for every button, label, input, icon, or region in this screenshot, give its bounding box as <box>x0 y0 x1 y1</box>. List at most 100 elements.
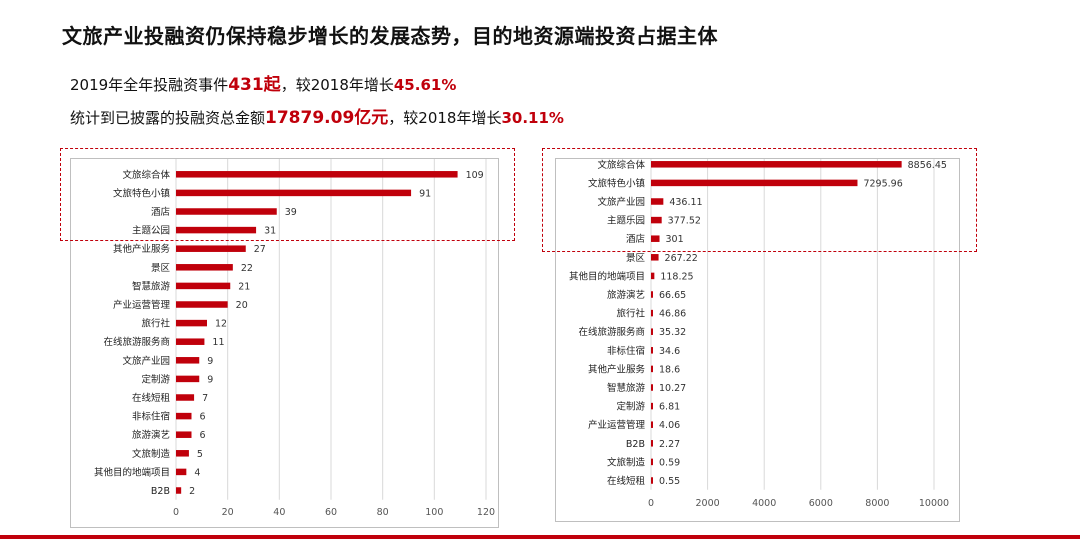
category-label: 文旅产业园 <box>122 355 170 367</box>
category-label: 文旅特色小镇 <box>113 187 171 199</box>
stat-events-prefix: 2019年全年投融资事件 <box>70 76 229 94</box>
data-label: 6 <box>200 430 206 441</box>
x-tick-label: 0 <box>648 498 654 509</box>
category-label: 智慧旅游 <box>607 382 646 394</box>
category-label: 旅游演艺 <box>607 289 645 301</box>
data-label: 2 <box>189 486 195 497</box>
data-label: 9 <box>207 374 213 385</box>
bottom-accent-bar <box>0 535 1080 539</box>
bar <box>651 309 653 317</box>
stat-events-mid: ，较2018年增长 <box>280 76 394 94</box>
x-tick-label: 4000 <box>752 498 776 509</box>
bar <box>651 235 660 242</box>
data-label: 11 <box>212 337 224 348</box>
x-tick-label: 2000 <box>696 498 720 509</box>
category-label: 在线旅游服务商 <box>578 326 645 338</box>
data-label: 8856.45 <box>908 160 947 171</box>
category-label: 定制游 <box>616 401 645 413</box>
data-label: 436.11 <box>669 197 702 208</box>
data-label: 7 <box>202 393 208 404</box>
category-label: 酒店 <box>626 233 645 245</box>
category-label: 文旅制造 <box>132 448 171 460</box>
category-label: 文旅特色小镇 <box>588 177 646 189</box>
x-tick-label: 40 <box>273 507 285 518</box>
bar <box>176 189 412 197</box>
data-label: 4.06 <box>659 420 680 431</box>
bar <box>176 412 192 420</box>
bar <box>651 440 653 447</box>
data-label: 0.59 <box>659 457 680 468</box>
bar <box>651 272 655 280</box>
x-tick-label: 8000 <box>865 498 889 509</box>
x-tick-label: 10000 <box>919 498 949 509</box>
category-label: 文旅综合体 <box>122 169 170 181</box>
data-label: 301 <box>666 234 684 245</box>
category-label: 智慧旅游 <box>132 280 171 292</box>
bar <box>651 254 659 261</box>
category-label: 旅行社 <box>141 318 170 330</box>
category-label: 在线旅游服务商 <box>103 336 170 348</box>
category-label: 旅行社 <box>616 308 645 320</box>
category-label: 其他目的地端项目 <box>94 466 170 478</box>
bar <box>176 450 189 457</box>
data-label: 377.52 <box>668 216 701 227</box>
stat-amount-prefix: 统计到已披露的投融资总金额 <box>70 109 266 127</box>
chart-panel-event-count: 0 20 40 60 80 100 120 文旅综合体 109 文旅特色小镇 91 酒店 39 主题公园 3… <box>70 158 499 528</box>
category-label: 景区 <box>626 253 646 264</box>
data-label: 109 <box>466 170 484 181</box>
bar <box>176 282 231 290</box>
bar <box>651 384 653 391</box>
bar <box>176 431 192 438</box>
data-label: 34.6 <box>659 346 680 357</box>
bar <box>176 338 205 345</box>
data-label: 18.6 <box>659 364 680 375</box>
data-label: 2.27 <box>659 439 680 450</box>
data-label: 7295.96 <box>863 178 902 189</box>
stat-line-events: 2019年全年投融资事件431起，较2018年增长45.61% <box>70 70 456 95</box>
data-label: 9 <box>207 356 213 367</box>
data-label: 21 <box>238 281 250 292</box>
data-label: 20 <box>236 300 248 311</box>
data-label: 5 <box>197 449 203 460</box>
stat-amount-growth: 30.11% <box>501 109 564 127</box>
data-label: 6 <box>200 412 206 423</box>
bar <box>651 458 653 466</box>
bar <box>176 245 246 252</box>
category-label: 文旅制造 <box>607 456 646 468</box>
category-label: 其他目的地端项目 <box>569 270 645 282</box>
category-label: 其他产业服务 <box>113 243 171 255</box>
category-label: 产业运营管理 <box>113 299 171 311</box>
slide-title: 文旅产业投融资仍保持稳步增长的发展态势，目的地资源端投资占据主体 <box>62 24 718 48</box>
category-label: 产业运营管理 <box>588 419 646 431</box>
category-label: 其他产业服务 <box>588 363 646 375</box>
data-label: 10.27 <box>659 383 686 394</box>
data-label: 118.25 <box>660 271 693 282</box>
x-tick-label: 120 <box>477 507 495 518</box>
category-label: B2B <box>151 486 170 497</box>
bar <box>176 394 195 401</box>
bar <box>176 171 458 178</box>
category-label: B2B <box>626 439 645 450</box>
data-label: 46.86 <box>659 309 686 320</box>
data-label: 4 <box>194 467 200 478</box>
stat-amount-mid: ，较2018年增长 <box>388 109 502 127</box>
x-tick-label: 6000 <box>809 498 833 509</box>
bar <box>176 468 187 476</box>
bar <box>176 487 182 494</box>
bar <box>651 347 653 354</box>
bar <box>176 301 228 308</box>
bar <box>176 357 200 364</box>
data-label: 6.81 <box>659 402 680 413</box>
bar <box>176 226 257 234</box>
bar-chart-event-count: 0 20 40 60 80 100 120 文旅综合体 109 文旅特色小镇 91 酒店 39 主题公园 3… <box>94 159 495 518</box>
data-label: 12 <box>215 319 227 330</box>
bar <box>651 216 662 224</box>
data-label: 31 <box>264 226 276 237</box>
bar <box>651 402 653 410</box>
category-label: 在线短租 <box>607 475 646 487</box>
stat-line-amount: 统计到已披露的投融资总金额17879.09亿元，较2018年增长30.11% <box>70 103 564 128</box>
category-label: 非标住宿 <box>607 345 645 357</box>
bar <box>651 291 653 298</box>
bar <box>176 375 200 383</box>
x-tick-label: 0 <box>173 507 179 518</box>
